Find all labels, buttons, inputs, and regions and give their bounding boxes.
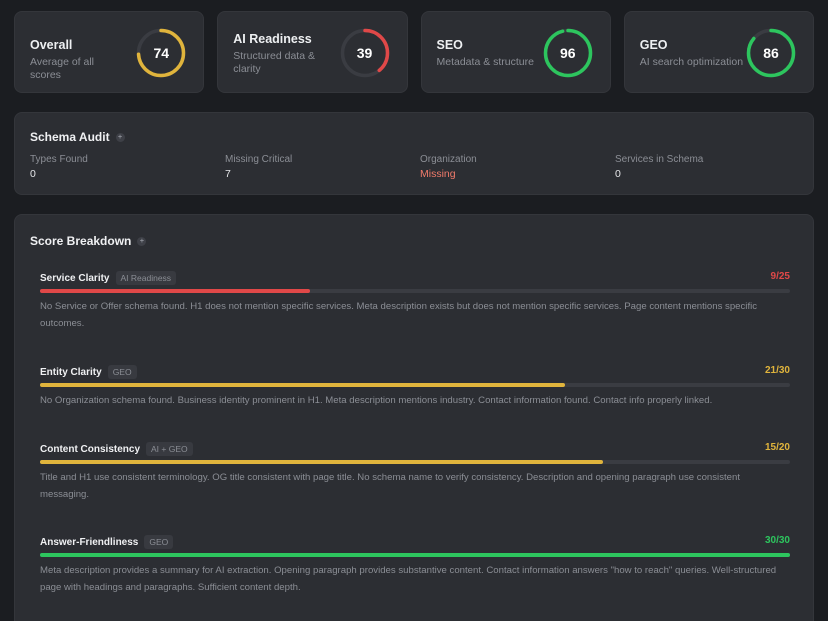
breakdown-item-header: Entity Clarity GEO 21/30 <box>40 364 790 380</box>
breakdown-item-name: Entity Clarity <box>40 366 102 378</box>
breakdown-item-header: Content Consistency AI + GEO 15/20 <box>40 441 790 457</box>
schema-audit-panel: Schema Audit + Types Found 0 Missing Cri… <box>14 112 814 195</box>
category-badge: GEO <box>107 365 137 379</box>
score-card-overall: Overall Average of all scores 74 <box>14 11 205 93</box>
breakdown-item-description: No Organization schema found. Business i… <box>40 395 713 406</box>
breakdown-item-answer-friendliness: Answer-Friendliness GEO 30/30 Meta descr… <box>40 534 790 596</box>
progress-fill <box>40 553 790 557</box>
score-value: 86 <box>763 45 779 61</box>
progress-ring-icon: 96 <box>542 27 594 79</box>
score-card-geo: GEO AI search optimization 86 <box>623 11 814 93</box>
score-value: 39 <box>356 45 373 61</box>
progress-ring-icon: 74 <box>135 27 187 79</box>
progress-fill <box>40 289 310 293</box>
info-icon[interactable]: + <box>137 236 147 246</box>
breakdown-item-name: Answer-Friendliness <box>40 536 139 548</box>
audit-organization: Organization Missing <box>420 154 477 180</box>
breakdown-item-service-clarity: Service Clarity AI Readiness 9/25 No Ser… <box>40 270 790 332</box>
score-subtitle: Average of all scores <box>30 56 95 81</box>
category-badge: AI Readiness <box>115 271 177 285</box>
schema-audit-title: Schema Audit + <box>30 130 125 144</box>
breakdown-item-name: Service Clarity <box>40 272 110 284</box>
score-subtitle: Structured data & clarity <box>233 50 315 75</box>
audit-services-in-schema: Services in Schema 0 <box>615 154 703 180</box>
breakdown-item-description: No Service or Offer schema found. H1 doe… <box>40 301 758 329</box>
audit-key: Organization <box>420 154 477 165</box>
progress-ring-icon: 39 <box>339 27 391 79</box>
breakdown-item-name: Content Consistency <box>40 443 141 455</box>
category-badge: GEO <box>144 535 174 549</box>
audit-key: Types Found <box>30 154 88 165</box>
score-label: SEO <box>436 38 463 52</box>
breakdown-item-entity-clarity: Entity Clarity GEO 21/30 No Organization… <box>40 364 790 410</box>
panel-title-text: Schema Audit <box>30 130 110 144</box>
audit-value: 0 <box>30 168 36 180</box>
score-label: AI Readiness <box>233 32 312 46</box>
breakdown-item-score: 30/30 <box>764 535 790 546</box>
breakdown-item-content-consistency: Content Consistency AI + GEO 15/20 Title… <box>40 441 790 503</box>
audit-missing-critical: Missing Critical 7 <box>225 154 292 180</box>
progress-track <box>40 460 790 464</box>
score-subtitle: Metadata & structure <box>436 56 534 68</box>
category-badge: AI + GEO <box>146 442 193 456</box>
progress-track <box>40 289 790 293</box>
breakdown-item-description: Meta description provides a summary for … <box>40 565 777 593</box>
breakdown-item-header: Answer-Friendliness GEO 30/30 <box>40 534 790 550</box>
audit-value: 7 <box>225 168 231 180</box>
info-icon[interactable]: + <box>115 132 125 142</box>
score-breakdown-panel: Score Breakdown + Service Clarity AI Rea… <box>14 214 814 621</box>
breakdown-item-description: Title and H1 use consistent terminology.… <box>40 472 740 500</box>
progress-track <box>40 383 790 387</box>
breakdown-item-score: 9/25 <box>770 271 790 282</box>
audit-value: 0 <box>615 168 621 180</box>
audit-key: Missing Critical <box>225 154 293 165</box>
audit-key: Services in Schema <box>615 154 704 165</box>
progress-fill <box>40 383 565 387</box>
score-cards: Overall Average of all scores 74 AI Read… <box>14 11 814 93</box>
score-subtitle: AI search optimization <box>639 56 744 68</box>
score-label: GEO <box>639 38 668 52</box>
breakdown-item-score: 21/30 <box>764 365 790 376</box>
breakdown-item-score: 15/20 <box>764 442 790 453</box>
score-card-ai-readiness: AI Readiness Structured data & clarity 3… <box>217 11 408 93</box>
score-breakdown-title: Score Breakdown + <box>30 234 147 248</box>
progress-track <box>40 553 790 557</box>
progress-fill <box>40 460 603 464</box>
panel-title-text: Score Breakdown <box>30 234 132 248</box>
audit-value-missing: Missing <box>420 168 456 180</box>
progress-ring-icon: 86 <box>745 27 797 79</box>
score-card-seo: SEO Metadata & structure 96 <box>420 11 611 93</box>
breakdown-item-header: Service Clarity AI Readiness 9/25 <box>40 270 790 286</box>
score-value: 96 <box>559 45 576 61</box>
score-value: 74 <box>153 45 170 61</box>
score-label: Overall <box>30 38 73 52</box>
audit-types-found: Types Found 0 <box>30 154 88 180</box>
